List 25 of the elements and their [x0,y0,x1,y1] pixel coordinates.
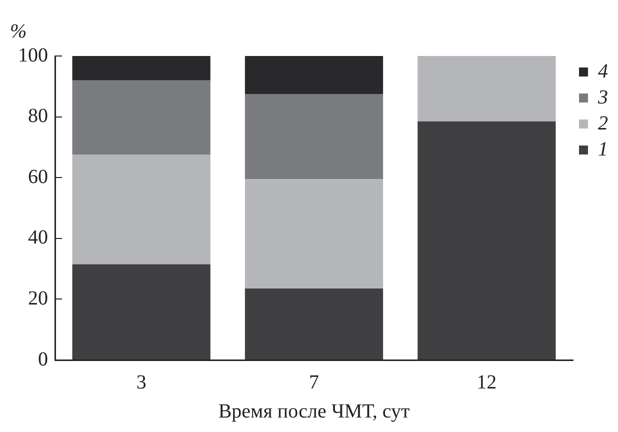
y-tick-label: 0 [38,348,48,370]
bar [244,56,384,94]
bar [418,56,556,122]
bar [244,288,384,360]
bar [418,121,556,360]
bar [72,80,210,155]
y-tick-label: 100 [18,44,48,66]
legend-label: 4 [598,60,608,82]
x-tick-label: 3 [136,371,146,394]
legend-label: 3 [597,86,608,108]
x-tick-label: 12 [476,371,497,394]
bar [72,56,210,80]
x-axis-title: Время после ЧМТ, сут [218,400,410,422]
y-tick-label: 80 [28,105,48,128]
bar [72,154,210,264]
legend-label: 2 [598,112,608,134]
bar [72,264,210,360]
bar [244,94,384,180]
x-tick-label: 7 [309,371,319,394]
y-tick-label: 20 [28,287,48,310]
y-tick-label: 60 [28,166,48,188]
legend-label: 1 [598,138,608,160]
y-tick-label: 40 [28,226,48,249]
y-axis-title: % [10,20,27,42]
bar [244,179,384,289]
